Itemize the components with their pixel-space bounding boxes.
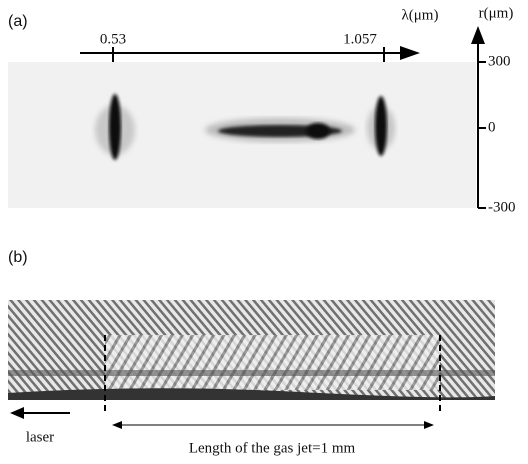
- panel-label: (a): [8, 13, 28, 30]
- y-axis-title: r(μm): [479, 5, 514, 21]
- radius-axis: [471, 26, 486, 209]
- x-tick-label: 0.53: [100, 31, 126, 47]
- y-tick-label: -300: [488, 199, 516, 215]
- laser-label: laser: [26, 429, 54, 445]
- y-tick-label: 300: [488, 53, 511, 69]
- y-tick-label: 0: [488, 119, 496, 135]
- x-axis-title: λ(μm): [402, 7, 439, 23]
- x-tick-label: 1.057: [343, 31, 377, 47]
- jet-length-label: Length of the gas jet=1 mm: [189, 440, 356, 456]
- spectrum-image: [8, 62, 476, 208]
- jet-markers: [10, 335, 441, 429]
- interferogram-image: [8, 300, 495, 400]
- wavelength-axis: [80, 46, 420, 62]
- panel-label: (b): [8, 249, 28, 266]
